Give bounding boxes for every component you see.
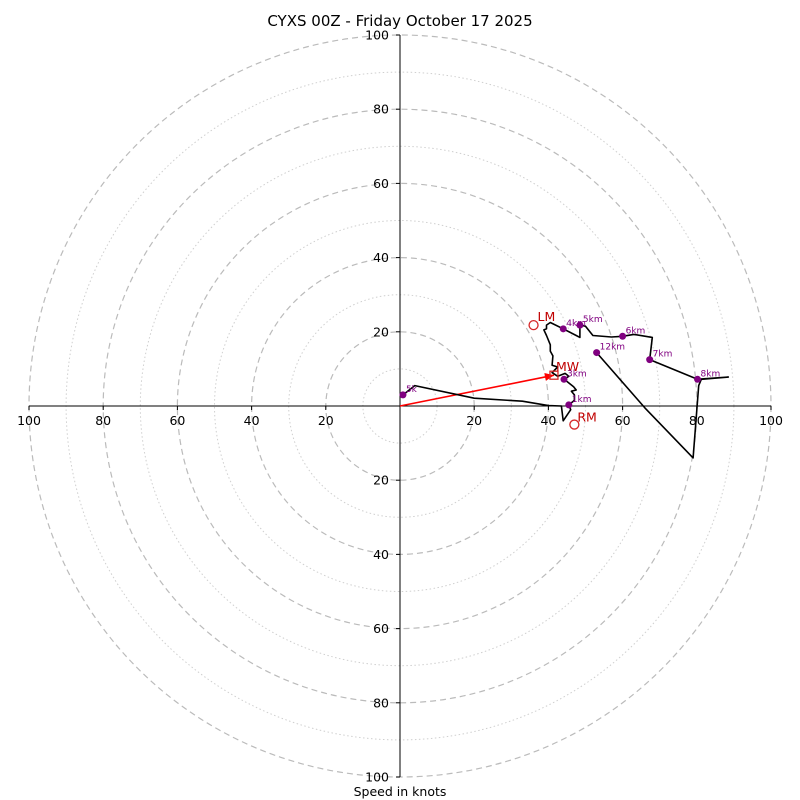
hodograph-trace: [402, 321, 730, 459]
y-tick-label: 40: [373, 250, 389, 265]
x-tick-label: 40: [540, 413, 556, 428]
y-tick-label: 100: [365, 28, 389, 43]
height-marker-label: 12km: [600, 343, 625, 353]
x-tick-label: 60: [169, 413, 185, 428]
height-marker-dot: [399, 391, 407, 399]
x-tick-label: 20: [466, 413, 482, 428]
height-marker-label: 5k: [406, 385, 418, 395]
tick-labels: 100 80 60 40 20 20 40 60 80 100 100 80 60 40 20 20 40 60 8…: [17, 28, 783, 785]
height-marker-dot: [694, 375, 702, 383]
right-mover-marker: [569, 419, 580, 430]
y-tick-label: 20: [373, 324, 389, 339]
height-marker-label: 8km: [701, 369, 721, 379]
height-marker-label: 4km: [566, 319, 586, 329]
left-mover-label: LM: [538, 309, 556, 324]
y-tick-label: 40: [373, 547, 389, 562]
y-tick-label: 20: [373, 473, 389, 488]
shear-vector-arrowhead: [544, 373, 554, 381]
y-tick-label: 80: [373, 695, 389, 710]
height-marker-dot: [593, 349, 601, 357]
shear-vector-line: [399, 374, 555, 407]
x-tick-label: 80: [95, 413, 111, 428]
chart-title: CYXS 00Z - Friday October 17 2025: [267, 12, 532, 30]
x-tick-label: 100: [17, 413, 41, 428]
height-marker-dot: [565, 401, 573, 409]
y-tick-label: 60: [373, 621, 389, 636]
x-tick-label: 60: [615, 413, 631, 428]
y-tick-label: 80: [373, 102, 389, 117]
x-axis-label: Speed in knots: [354, 784, 447, 799]
mean-wind-label: MW: [556, 359, 579, 374]
height-marker-label: 3km: [567, 369, 587, 379]
height-marker-dot: [559, 325, 567, 333]
height-marker-dot: [646, 356, 654, 364]
height-marker-label: 7km: [653, 350, 673, 360]
left-mover-marker: [528, 319, 539, 331]
y-tick-label: 60: [373, 176, 389, 191]
height-marker-label: 6km: [626, 326, 646, 336]
y-tick-label: 100: [365, 770, 389, 785]
x-tick-label: 80: [689, 413, 705, 428]
mean-wind-marker: [549, 370, 559, 380]
height-marker-dot: [576, 321, 584, 329]
x-tick-label: 20: [318, 413, 334, 428]
x-tick-label: 40: [244, 413, 260, 428]
height-marker-dot: [560, 375, 568, 383]
height-marker-label: 5km: [583, 315, 603, 325]
height-marker-dot: [619, 332, 627, 340]
right-mover-label: RM: [577, 410, 596, 425]
height-marker-label: 1km: [572, 395, 592, 405]
x-tick-label: 100: [759, 413, 783, 428]
